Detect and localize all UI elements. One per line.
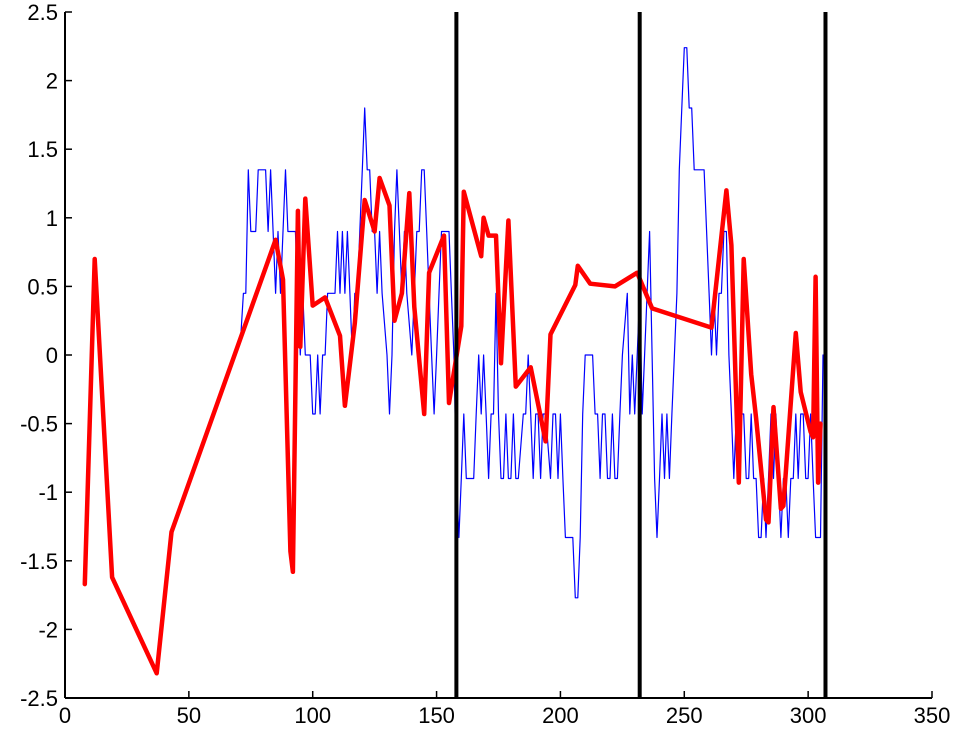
y-tick-label: 1 <box>46 206 58 231</box>
series-line-1 <box>240 47 824 599</box>
x-tick-label: 250 <box>666 703 703 728</box>
tick-labels: 0 50 100 150 200 250 300 350 2.5 2 1.5 1 0.5 0 -0.5 -1 -… <box>20 0 950 728</box>
series-line-2 <box>82 175 823 676</box>
y-tick-label: -0.5 <box>20 412 58 437</box>
y-tick-label: 2 <box>46 69 58 94</box>
x-tick-label: 350 <box>914 703 951 728</box>
y-tick-label: -1.5 <box>20 549 58 574</box>
tick-marks <box>64 11 933 699</box>
y-tick-label: 1.5 <box>27 137 58 162</box>
x-tick-label: 200 <box>542 703 579 728</box>
vertical-lines <box>454 12 828 698</box>
x-tick-label: 100 <box>294 703 331 728</box>
y-tick-label: -2 <box>38 617 58 642</box>
x-tick-label: 150 <box>418 703 455 728</box>
x-tick-label: 50 <box>177 703 201 728</box>
y-tick-label: -1 <box>38 480 58 505</box>
y-tick-label: 0.5 <box>27 274 58 299</box>
x-tick-label: 0 <box>59 703 71 728</box>
y-tick-label: 2.5 <box>27 0 58 25</box>
y-tick-label: 0 <box>46 343 58 368</box>
y-tick-label: -2.5 <box>20 686 58 711</box>
series-layer <box>82 47 824 676</box>
x-tick-label: 300 <box>790 703 827 728</box>
